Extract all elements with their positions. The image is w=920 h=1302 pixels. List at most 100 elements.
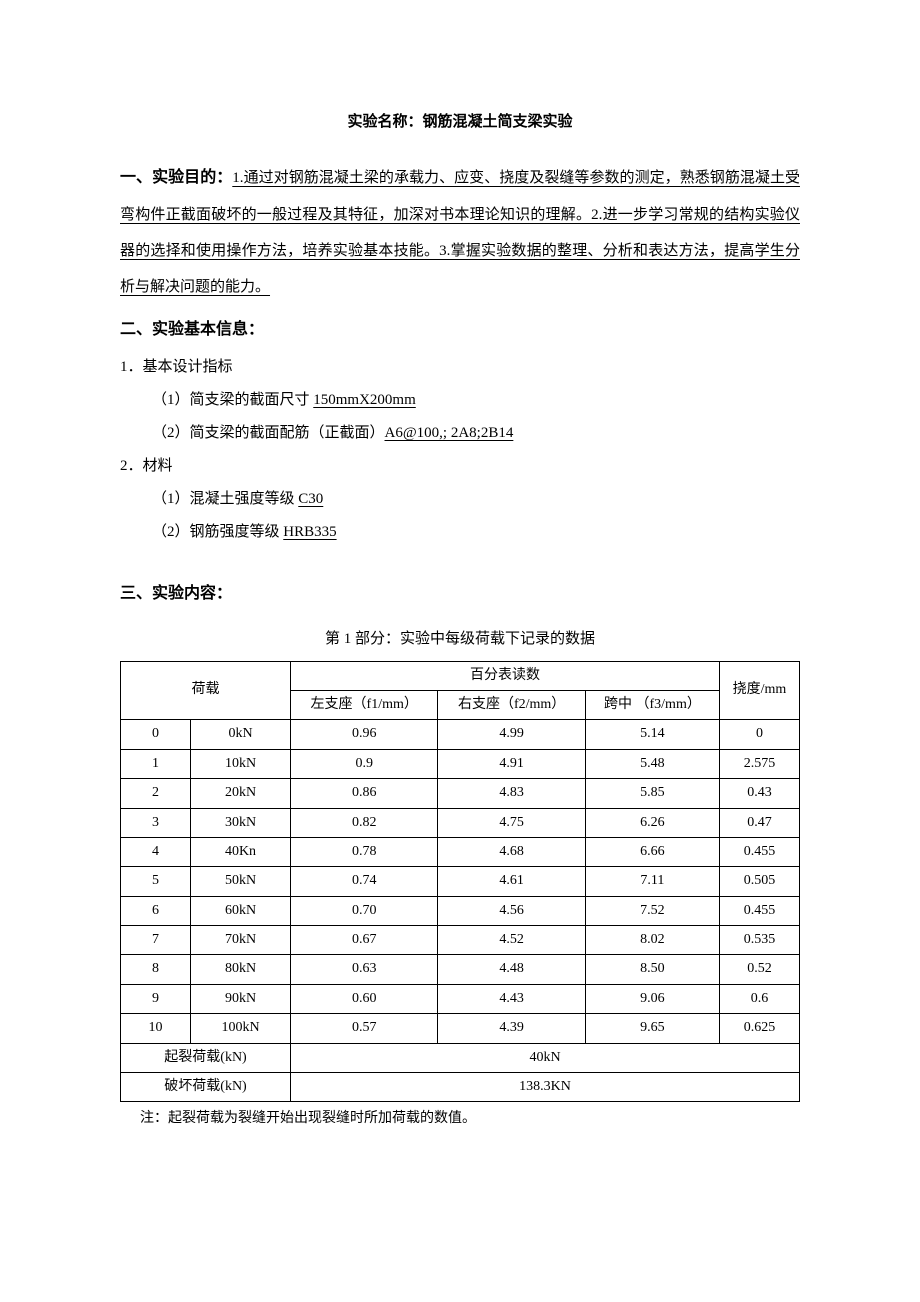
steel-prefix: （2）钢筋强度等级 bbox=[152, 524, 283, 540]
table-cell: 0.82 bbox=[291, 808, 438, 837]
table-cell: 4.91 bbox=[438, 749, 585, 778]
section-purpose: 一、实验目的：1.通过对钢筋混凝土梁的承载力、应变、挠度及裂缝等参数的测定，熟悉… bbox=[120, 159, 800, 305]
table-cell: 0 bbox=[720, 720, 800, 749]
sub-item-reinforcement: （2）简支梁的截面配筋（正截面）A6@100,; 2A8;2B14 bbox=[152, 417, 800, 450]
table-cell: 70kN bbox=[191, 926, 291, 955]
table-cell: 6.66 bbox=[585, 837, 719, 866]
data-table: 荷载 百分表读数 挠度/mm 左支座（f1/mm） 右支座（f2/mm） 跨中 … bbox=[120, 661, 800, 1103]
sub-item-steel: （2）钢筋强度等级 HRB335 bbox=[152, 516, 800, 549]
table-row: 10100kN0.574.399.650.625 bbox=[121, 1014, 800, 1043]
table-cell: 90kN bbox=[191, 984, 291, 1013]
table-cell: 100kN bbox=[191, 1014, 291, 1043]
table-cell: 8.02 bbox=[585, 926, 719, 955]
concrete-prefix: （1）混凝土强度等级 bbox=[152, 491, 298, 507]
table-body: 00kN0.964.995.140110kN0.94.915.482.57522… bbox=[121, 720, 800, 1043]
table-cell: 0.70 bbox=[291, 896, 438, 925]
rebar-prefix: （2）简支梁的截面配筋（正截面） bbox=[152, 425, 385, 441]
table-row: 990kN0.604.439.060.6 bbox=[121, 984, 800, 1013]
purpose-text: 1.通过对钢筋混凝土梁的承载力、应变、挠度及裂缝等参数的测定，熟悉钢筋混凝土受弯… bbox=[120, 170, 800, 295]
table-cell: 10kN bbox=[191, 749, 291, 778]
table-cell: 9 bbox=[121, 984, 191, 1013]
table-cell: 7.11 bbox=[585, 867, 719, 896]
steel-value: HRB335 bbox=[283, 524, 336, 540]
table-cell: 2 bbox=[121, 779, 191, 808]
section-basic-info: 二、实验基本信息： 1．基本设计指标 （1）简支梁的截面尺寸 150mmX200… bbox=[120, 317, 800, 549]
table-cell: 40Kn bbox=[191, 837, 291, 866]
table-cell: 0.74 bbox=[291, 867, 438, 896]
table-row: 550kN0.744.617.110.505 bbox=[121, 867, 800, 896]
table-cell: 5.85 bbox=[585, 779, 719, 808]
title-prefix: 实验名称： bbox=[347, 114, 422, 130]
table-row: 660kN0.704.567.520.455 bbox=[121, 896, 800, 925]
table-cell: 0.47 bbox=[720, 808, 800, 837]
fail-label: 破坏荷载(kN) bbox=[121, 1073, 291, 1102]
table-cell: 50kN bbox=[191, 867, 291, 896]
title-name: 钢筋混凝土简支梁实验 bbox=[423, 114, 573, 130]
item-design-specs: 1．基本设计指标 bbox=[120, 351, 800, 384]
table-cell: 4.39 bbox=[438, 1014, 585, 1043]
table-header-row-1: 荷载 百分表读数 挠度/mm bbox=[121, 661, 800, 690]
table-cell: 3 bbox=[121, 808, 191, 837]
crack-row: 起裂荷载(kN) 40kN bbox=[121, 1043, 800, 1072]
table-cell: 5 bbox=[121, 867, 191, 896]
table-cell: 4.75 bbox=[438, 808, 585, 837]
table-row: 330kN0.824.756.260.47 bbox=[121, 808, 800, 837]
table-cell: 0.67 bbox=[291, 926, 438, 955]
table-cell: 5.14 bbox=[585, 720, 719, 749]
sub-item-dimension: （1）简支梁的截面尺寸 150mmX200mm bbox=[152, 384, 800, 417]
th-dial: 百分表读数 bbox=[291, 661, 720, 690]
th-load: 荷载 bbox=[121, 661, 291, 720]
table-cell: 60kN bbox=[191, 896, 291, 925]
table-cell: 20kN bbox=[191, 779, 291, 808]
section-content: 三、实验内容： 第 1 部分：实验中每级荷载下记录的数据 荷载 百分表读数 挠度… bbox=[120, 581, 800, 1131]
table-cell: 6.26 bbox=[585, 808, 719, 837]
table-cell: 80kN bbox=[191, 955, 291, 984]
table-cell: 0.78 bbox=[291, 837, 438, 866]
table-cell: 4 bbox=[121, 837, 191, 866]
table-cell: 0.6 bbox=[720, 984, 800, 1013]
table-cell: 8 bbox=[121, 955, 191, 984]
table-cell: 0.505 bbox=[720, 867, 800, 896]
table-cell: 2.575 bbox=[720, 749, 800, 778]
table-cell: 0.96 bbox=[291, 720, 438, 749]
table-title: 第 1 部分：实验中每级荷载下记录的数据 bbox=[120, 627, 800, 651]
table-row: 220kN0.864.835.850.43 bbox=[121, 779, 800, 808]
table-cell: 0.9 bbox=[291, 749, 438, 778]
experiment-title: 实验名称：钢筋混凝土简支梁实验 bbox=[120, 110, 800, 134]
table-cell: 0.63 bbox=[291, 955, 438, 984]
table-cell: 4.52 bbox=[438, 926, 585, 955]
concrete-value: C30 bbox=[298, 491, 323, 507]
table-cell: 9.65 bbox=[585, 1014, 719, 1043]
table-cell: 1 bbox=[121, 749, 191, 778]
table-cell: 9.06 bbox=[585, 984, 719, 1013]
table-cell: 0kN bbox=[191, 720, 291, 749]
table-row: 880kN0.634.488.500.52 bbox=[121, 955, 800, 984]
table-row: 00kN0.964.995.140 bbox=[121, 720, 800, 749]
sub-item-concrete: （1）混凝土强度等级 C30 bbox=[152, 483, 800, 516]
table-cell: 0.455 bbox=[720, 837, 800, 866]
fail-value: 138.3KN bbox=[291, 1073, 800, 1102]
table-cell: 0.625 bbox=[720, 1014, 800, 1043]
table-row: 110kN0.94.915.482.575 bbox=[121, 749, 800, 778]
purpose-label: 一、实验目的： bbox=[120, 169, 232, 186]
th-mid: 跨中 （f3/mm） bbox=[585, 690, 719, 719]
table-cell: 0 bbox=[121, 720, 191, 749]
th-deflection: 挠度/mm bbox=[720, 661, 800, 720]
th-right: 右支座（f2/mm） bbox=[438, 690, 585, 719]
table-cell: 4.61 bbox=[438, 867, 585, 896]
section3-heading: 三、实验内容： bbox=[120, 581, 800, 607]
table-row: 440Kn0.784.686.660.455 bbox=[121, 837, 800, 866]
table-cell: 0.86 bbox=[291, 779, 438, 808]
table-cell: 4.99 bbox=[438, 720, 585, 749]
table-cell: 0.60 bbox=[291, 984, 438, 1013]
table-cell: 4.48 bbox=[438, 955, 585, 984]
table-cell: 4.83 bbox=[438, 779, 585, 808]
table-cell: 5.48 bbox=[585, 749, 719, 778]
dim-value: 150mmX200mm bbox=[313, 392, 416, 408]
table-cell: 0.43 bbox=[720, 779, 800, 808]
table-cell: 0.535 bbox=[720, 926, 800, 955]
table-cell: 0.455 bbox=[720, 896, 800, 925]
crack-label: 起裂荷载(kN) bbox=[121, 1043, 291, 1072]
table-row: 770kN0.674.528.020.535 bbox=[121, 926, 800, 955]
table-cell: 4.56 bbox=[438, 896, 585, 925]
